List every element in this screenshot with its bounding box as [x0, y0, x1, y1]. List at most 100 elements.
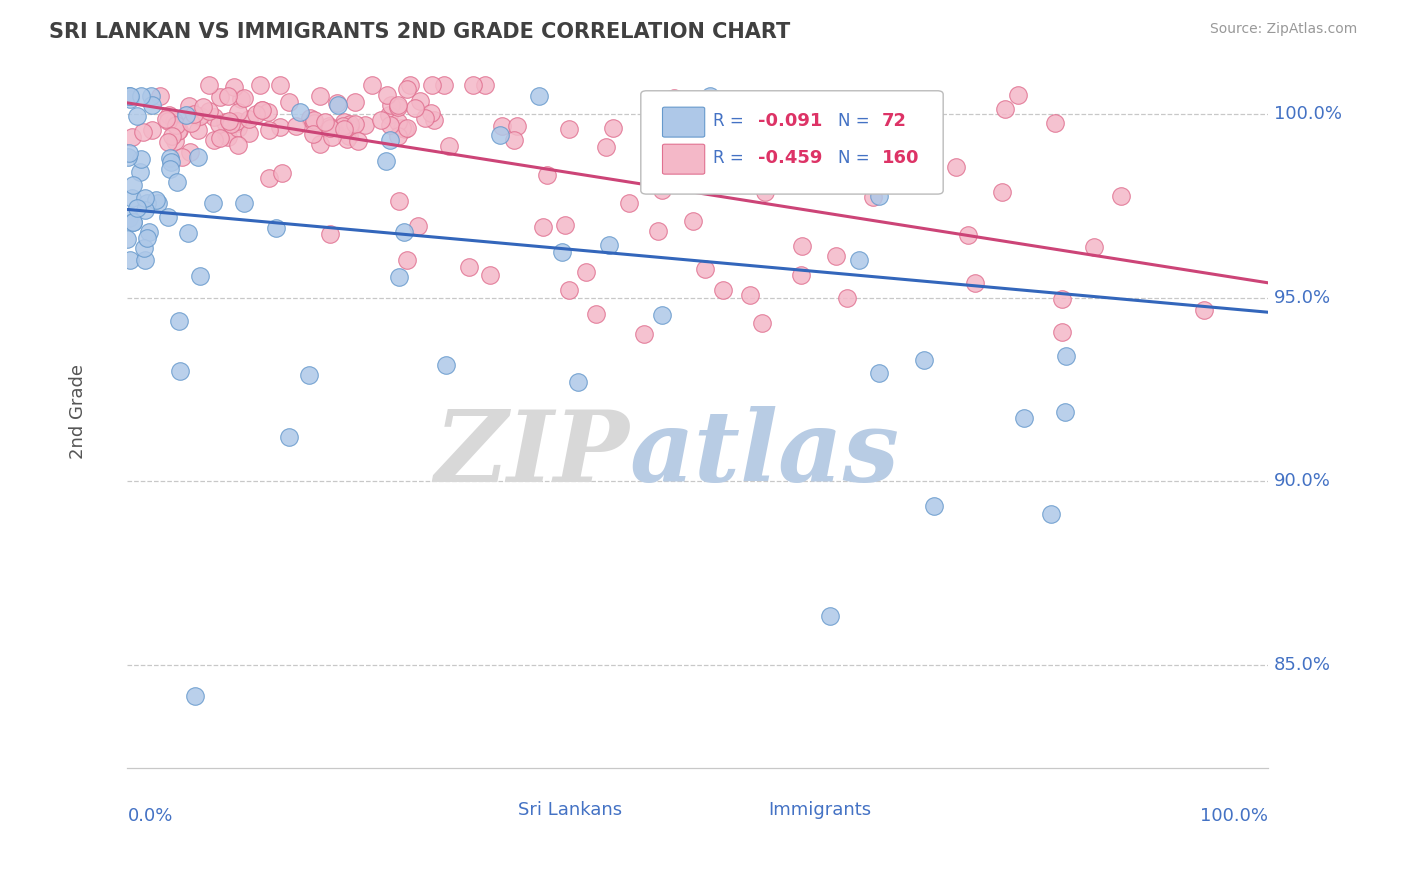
FancyBboxPatch shape: [730, 800, 763, 821]
Point: [121, 215, 143, 229]
Text: N =: N =: [838, 112, 875, 129]
Point: [257, 105, 280, 120]
Point: [917, 133, 939, 147]
Point: [1109, 189, 1132, 203]
Text: 160: 160: [882, 149, 920, 167]
Point: [1007, 87, 1029, 102]
Point: [314, 115, 336, 129]
Point: [598, 238, 620, 252]
Point: [391, 120, 413, 135]
Point: [922, 499, 945, 513]
Point: [163, 134, 186, 148]
Point: [141, 123, 163, 137]
Point: [378, 118, 401, 132]
Point: [319, 227, 342, 241]
Point: [333, 115, 356, 129]
Point: [343, 117, 366, 131]
Text: 72: 72: [882, 112, 907, 129]
Point: [1083, 240, 1105, 254]
Point: [336, 132, 359, 146]
Point: [226, 121, 249, 136]
Text: 100.0%: 100.0%: [1274, 105, 1343, 123]
Point: [370, 113, 392, 128]
Point: [156, 113, 179, 128]
Text: 0.0%: 0.0%: [128, 807, 173, 825]
Point: [135, 230, 157, 244]
Point: [333, 122, 356, 136]
Point: [420, 106, 443, 120]
FancyBboxPatch shape: [641, 91, 943, 194]
Text: SRI LANKAN VS IMMIGRANTS 2ND GRADE CORRELATION CHART: SRI LANKAN VS IMMIGRANTS 2ND GRADE CORRE…: [49, 22, 790, 42]
Point: [117, 232, 139, 246]
Point: [209, 89, 232, 103]
Point: [122, 215, 145, 229]
Point: [434, 358, 457, 372]
Point: [347, 134, 370, 148]
Point: [554, 218, 576, 232]
Point: [693, 262, 716, 277]
Point: [337, 120, 360, 135]
Text: Sri Lankans: Sri Lankans: [517, 801, 621, 819]
Point: [651, 183, 673, 197]
Point: [865, 136, 887, 150]
Point: [665, 159, 688, 173]
Point: [302, 127, 325, 141]
Point: [1053, 405, 1076, 419]
Point: [122, 178, 145, 193]
Point: [187, 150, 209, 164]
Point: [740, 288, 762, 302]
Point: [387, 128, 409, 143]
Point: [963, 277, 986, 291]
Point: [339, 116, 361, 130]
Point: [585, 307, 607, 321]
Point: [567, 375, 589, 389]
Point: [156, 210, 179, 224]
Point: [395, 253, 418, 268]
Point: [834, 166, 856, 180]
Point: [157, 108, 180, 122]
Point: [463, 78, 485, 92]
Point: [231, 93, 253, 107]
Point: [437, 138, 460, 153]
Point: [912, 353, 935, 368]
Point: [202, 196, 225, 211]
Text: R =: R =: [713, 149, 748, 167]
Point: [218, 114, 240, 128]
Point: [790, 268, 813, 283]
Point: [489, 128, 512, 143]
Point: [721, 155, 744, 169]
Point: [214, 127, 236, 141]
Point: [183, 107, 205, 121]
Point: [318, 119, 340, 133]
Point: [420, 78, 443, 92]
Point: [710, 167, 733, 181]
Text: Immigrants: Immigrants: [769, 801, 872, 819]
Point: [375, 153, 398, 168]
Point: [361, 78, 384, 92]
Point: [1192, 303, 1215, 318]
Text: -0.091: -0.091: [758, 112, 823, 129]
Point: [146, 196, 169, 211]
Point: [180, 116, 202, 130]
Point: [141, 98, 163, 112]
Point: [170, 150, 193, 164]
Point: [1012, 411, 1035, 425]
Point: [278, 95, 301, 110]
Point: [834, 173, 856, 187]
Point: [818, 609, 841, 624]
Point: [868, 366, 890, 380]
Point: [344, 95, 367, 109]
Point: [299, 111, 322, 125]
Text: 2nd Grade: 2nd Grade: [69, 364, 87, 458]
Point: [226, 104, 249, 119]
Point: [193, 100, 215, 114]
Point: [238, 112, 260, 127]
Point: [332, 119, 354, 133]
Text: 85.0%: 85.0%: [1274, 656, 1331, 673]
Point: [388, 194, 411, 208]
Point: [232, 91, 254, 105]
Point: [167, 124, 190, 138]
Point: [290, 105, 312, 120]
Point: [118, 211, 141, 225]
Point: [222, 80, 245, 95]
